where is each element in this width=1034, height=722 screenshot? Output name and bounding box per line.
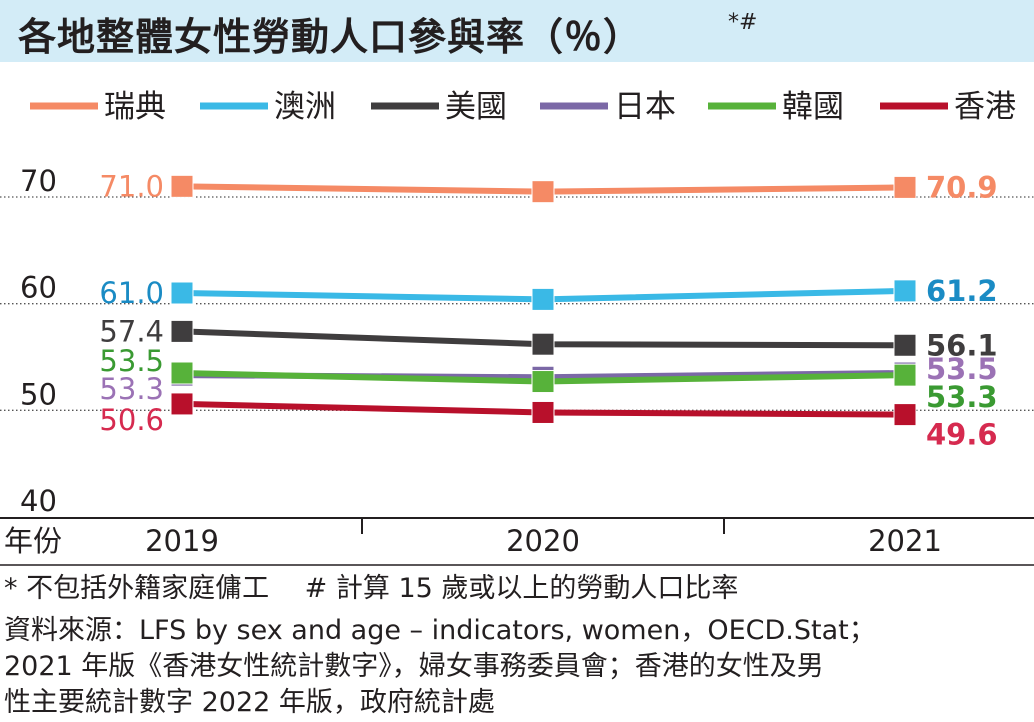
series-point-1-0 (170, 281, 194, 305)
legend-label-4: 韓國 (782, 89, 844, 125)
start-label-4: 53.5 (99, 344, 164, 378)
start-label-5: 50.6 (99, 403, 164, 437)
end-label-0: 70.9 (926, 170, 998, 204)
title-footnote-mark: *# (728, 10, 758, 35)
series-point-5-0 (170, 392, 194, 416)
series-point-0-0 (170, 174, 194, 198)
legend-label-3: 日本 (614, 89, 676, 125)
legend-label-1: 澳洲 (274, 89, 336, 125)
start-label-3: 53.3 (99, 372, 164, 406)
source-line-2: 2021 年版《香港女性統計數字》，婦女事務委員會；香港的女性及男 (4, 651, 824, 682)
start-label-2: 57.4 (99, 314, 164, 348)
x-tick-2019: 2019 (145, 524, 219, 558)
y-tick-60: 60 (20, 271, 57, 305)
title-bar (0, 0, 1034, 62)
series-point-4-0 (170, 361, 194, 385)
start-label-1: 61.0 (99, 276, 164, 310)
legend-label-0: 瑞典 (104, 89, 166, 125)
series-point-2-0 (170, 319, 194, 343)
end-label-2: 56.1 (926, 328, 998, 362)
series-point-0-1 (531, 180, 555, 204)
series-point-4-2 (893, 363, 917, 387)
series-point-2-2 (893, 333, 917, 357)
end-label-1: 61.2 (926, 274, 998, 308)
source-line-3: 性主要統計數字 2022 年版，政府統計處 (4, 687, 495, 718)
footnote: * 不包括外籍家庭傭工 # 計算 15 歲或以上的勞動人口比率 (4, 573, 739, 604)
series-point-4-1 (531, 370, 555, 394)
legend-label-5: 香港 (954, 89, 1016, 125)
x-tick-2021: 2021 (868, 524, 942, 558)
y-tick-50: 50 (20, 377, 57, 411)
end-label-4: 53.3 (926, 380, 998, 414)
series-point-5-1 (531, 400, 555, 424)
series-point-1-2 (893, 279, 917, 303)
legend-label-2: 美國 (445, 89, 507, 125)
line-chart: 瑞典 澳洲 美國 日本 韓國 香港 40 50 60 70 年份 2019 2020 2021 71.0 70… (0, 89, 1034, 566)
series-point-5-2 (893, 403, 917, 427)
chart-title: 各地整體女性勞動人口參與率（％） (18, 15, 643, 59)
series-point-1-1 (531, 287, 555, 311)
source-line-1: 資料來源：LFS by sex and age – indicators, wo… (4, 615, 876, 646)
end-label-3: 53.5 (926, 352, 998, 386)
x-tick-2020: 2020 (506, 524, 580, 558)
y-tick-70: 70 (20, 164, 57, 198)
start-label-0: 71.0 (99, 169, 164, 203)
y-tick-40: 40 (20, 484, 57, 518)
x-axis-label: 年份 (4, 524, 62, 558)
series-point-2-1 (531, 332, 555, 356)
series-point-0-2 (893, 175, 917, 199)
end-label-5: 49.6 (926, 418, 998, 452)
